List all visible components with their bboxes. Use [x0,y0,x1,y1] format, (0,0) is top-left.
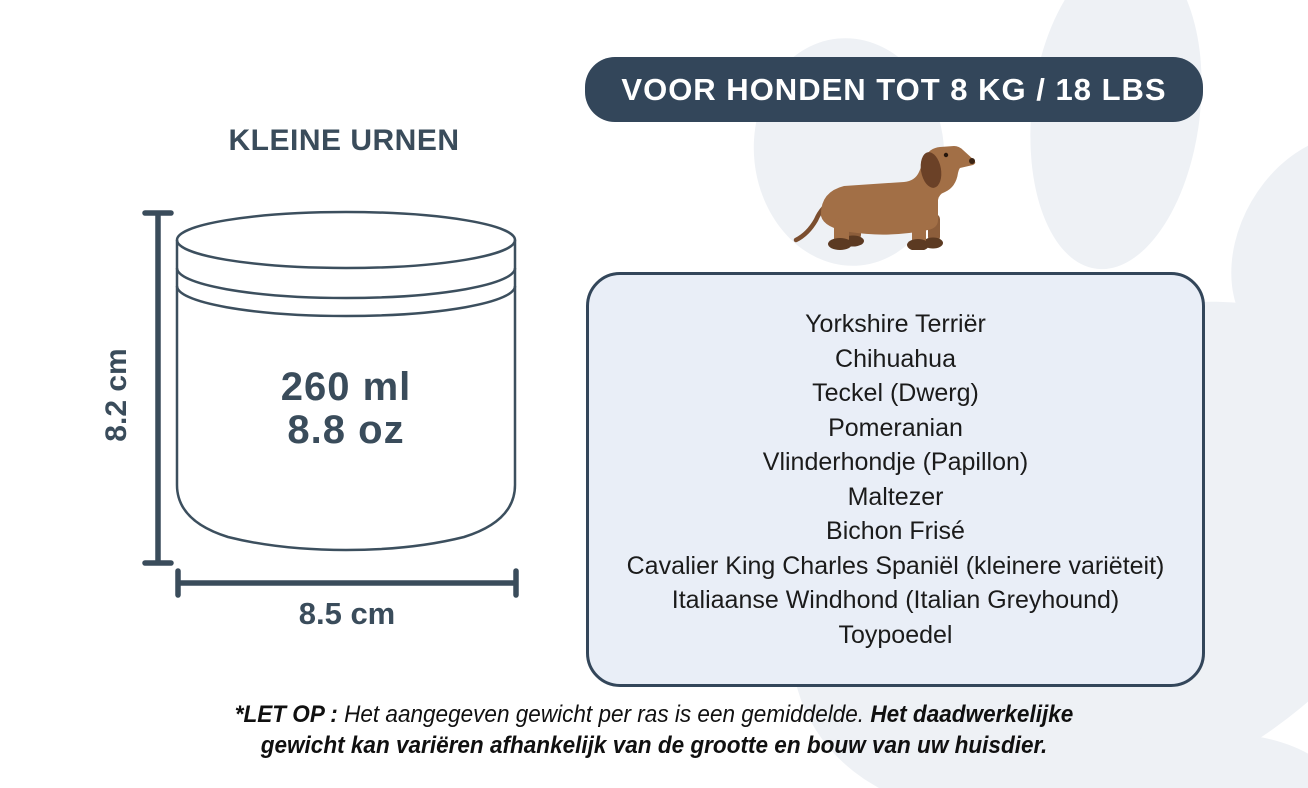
footnote-normal: Het aangegeven gewicht per ras is een ge… [337,701,871,728]
height-dimension-line [142,210,174,566]
dog-near-front-paw [907,239,929,250]
footnote-text: *LET OP : Het aangegeven gewicht per ras… [194,699,1114,761]
dog-ear [920,152,942,188]
urn-lid-top [175,210,517,270]
section-title: KLEINE URNEN [228,124,460,157]
breed-item: Teckel (Dwerg) [812,379,979,407]
breed-item: Yorkshire Terriër [805,310,986,338]
urn-width-label: 8.5 cm [298,596,396,631]
urn-body [175,240,517,552]
urn-volume-ml: 260 ml [280,365,412,409]
breed-list-box: Yorkshire Terriër Chihuahua Teckel (Dwerg)… [586,272,1205,687]
urn-outline [175,210,517,552]
weight-banner: VOOR HONDEN TOT 8 KG / 18 LBS [585,57,1203,122]
footnote-bold: Het daadwerkelijke gewicht kan variëren … [260,701,1074,759]
dog-nose [969,158,975,164]
dimension-lines [142,210,519,598]
urn-height-label: 8.2 cm [100,348,133,442]
weight-banner-label: VOOR HONDEN TOT 8 KG / 18 LBS [621,71,1167,107]
breed-item: Italiaanse Windhond (Italian Greyhound) [671,586,1120,614]
urn-volume-oz: 8.8 oz [287,408,405,452]
breed-item: Bichon Frisé [826,517,965,545]
breed-item: Toypoedel [838,620,953,649]
dog-near-hind-leg [834,218,849,244]
urn-body-shoulder [175,285,517,318]
footnote-prefix: *LET OP : [234,701,338,728]
breed-item: Cavalier King Charles Spaniël (kleinere … [626,551,1165,580]
urn-volume-label: 260 ml 8.8 oz [196,366,496,452]
breed-list: Yorkshire Terriër Chihuahua Teckel (Dwerg)… [589,307,1202,652]
width-dimension-line [175,568,519,598]
urn-diagram [142,210,519,598]
breed-item: Vlinderhondje (Papillon) [762,448,1029,476]
urn-lid-bottom-edge [175,267,517,300]
footnote: *LET OP : Het aangegeven gewicht per ras… [0,699,1308,761]
dog-near-hind-paw [828,238,852,250]
breed-item: Chihuahua [835,344,956,373]
breed-item: Maltezer [847,482,944,511]
paw-watermark-toe-icon [1013,0,1219,280]
dog-eye [943,152,949,158]
dachshund-icon [793,146,976,250]
breed-item: Pomeranian [828,413,963,442]
